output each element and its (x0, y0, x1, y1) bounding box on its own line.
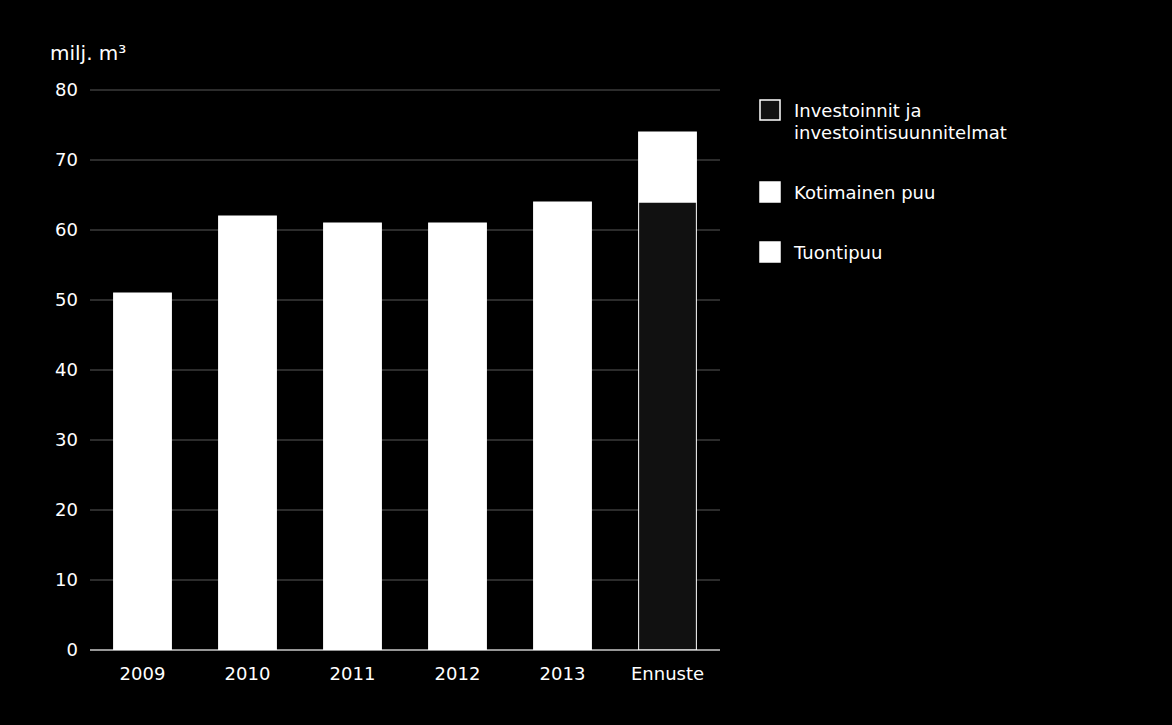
y-tick-label: 60 (55, 219, 78, 240)
bar-segment (114, 293, 172, 294)
bar-segment (324, 223, 382, 650)
chart-container: milj. m³ 0 10 20 30 40 50 60 70 80 2009 2010 2011 201… (0, 0, 1172, 725)
legend-label: Investoinnit jainvestointisuunnitelmat (794, 100, 1007, 143)
x-tick-label: 2013 (540, 663, 586, 684)
chart: milj. m³ 0 10 20 30 40 50 60 70 80 2009 2010 2011 201… (0, 0, 1172, 725)
y-tick-label: 40 (55, 359, 78, 380)
grid-line (90, 580, 720, 581)
x-tick-label: 2009 (120, 663, 166, 684)
grid-line (90, 300, 720, 301)
bar-segment (639, 132, 697, 202)
bar-segment (534, 202, 592, 650)
grid-line (90, 510, 720, 511)
x-axis-line (90, 649, 720, 650)
grid-line (90, 440, 720, 441)
grid (90, 90, 720, 650)
legend-swatch (760, 242, 780, 262)
x-tick-label: 2012 (435, 663, 481, 684)
bar-segment (639, 202, 697, 650)
y-tick-label: 10 (55, 569, 78, 590)
y-tick-label: 20 (55, 499, 78, 520)
grid-line (90, 230, 720, 231)
bar-segment (429, 223, 487, 650)
bar-segment (219, 216, 277, 217)
bar-segment (324, 223, 382, 224)
x-tick-label: Ennuste (631, 663, 704, 684)
legend-swatch (760, 100, 780, 120)
grid-line (90, 90, 720, 91)
legend-swatch (760, 182, 780, 202)
x-tick-label: 2011 (330, 663, 376, 684)
y-tick-label: 80 (55, 79, 78, 100)
y-tick-label: 30 (55, 429, 78, 450)
y-tick-label: 70 (55, 149, 78, 170)
legend: Investoinnit jainvestointisuunnitelmat Ko… (760, 100, 1007, 263)
x-tick-label: 2010 (225, 663, 271, 684)
bar-segment (219, 216, 277, 650)
y-axis-label: milj. m³ (50, 41, 126, 65)
bar-segment (534, 202, 592, 203)
bar-segment (114, 293, 172, 650)
bar-segment (429, 223, 487, 224)
legend-label: Kotimainen puu (794, 182, 935, 203)
grid-line (90, 370, 720, 371)
legend-label: Tuontipuu (793, 242, 882, 263)
y-tick-label: 50 (55, 289, 78, 310)
grid-line (90, 160, 720, 161)
grid-line (90, 650, 720, 651)
bars (114, 132, 697, 650)
y-tick-label: 0 (67, 639, 78, 660)
background (0, 0, 1172, 725)
